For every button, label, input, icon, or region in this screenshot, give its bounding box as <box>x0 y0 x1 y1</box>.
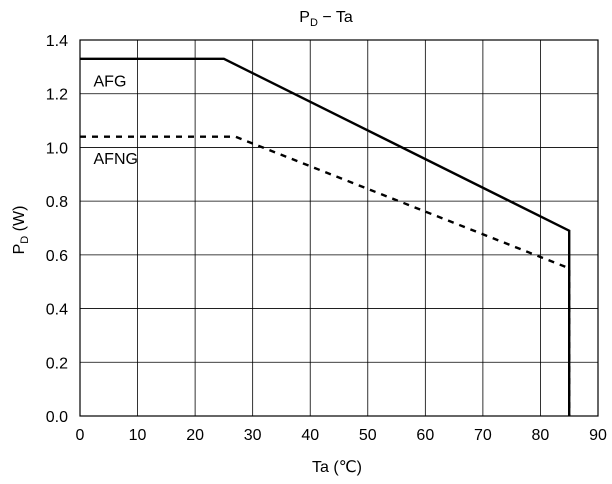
y-axis-label: PD (W) <box>11 206 31 255</box>
x-tick-label: 60 <box>416 427 434 444</box>
x-tick-label: 0 <box>76 427 85 444</box>
y-tick-label: 1.4 <box>46 33 68 50</box>
y-axis-label-main: P <box>11 244 28 255</box>
plot-frame <box>79 39 599 417</box>
y-tick-label: 0.8 <box>46 194 68 211</box>
chart-title-subscript: D <box>310 17 318 29</box>
x-tick-label: 50 <box>359 427 377 444</box>
x-axis-label: Ta (℃) <box>312 459 362 476</box>
x-tick-label: 70 <box>474 427 492 444</box>
y-tick-label: 0.0 <box>46 409 68 426</box>
series-group <box>80 57 571 416</box>
y-tick-label: 1.2 <box>46 87 68 104</box>
y-tick-label: 0.4 <box>46 302 68 319</box>
annotations: AFG AFNG <box>94 73 138 168</box>
chart-title-suffix: − Ta <box>318 9 353 26</box>
y-tick-labels: 0.0 0.2 0.4 0.6 0.8 1.0 1.2 1.4 <box>46 33 68 426</box>
y-tick-label: 1.0 <box>46 140 68 157</box>
chart-title-main: P <box>299 9 310 26</box>
y-axis-label-subscript: D <box>19 236 31 244</box>
x-tick-labels: 0 10 20 30 40 50 60 70 80 90 <box>76 427 607 444</box>
series-line-afng <box>80 135 571 416</box>
y-tick-label: 0.6 <box>46 248 68 265</box>
x-tick-label: 40 <box>301 427 319 444</box>
x-tick-label: 90 <box>589 427 607 444</box>
y-axis-label-suffix: (W) <box>11 206 28 236</box>
x-tick-label: 10 <box>129 427 147 444</box>
y-tick-label: 0.2 <box>46 355 68 372</box>
chart-title: PD − Ta <box>299 9 353 29</box>
x-tick-label: 30 <box>244 427 262 444</box>
series-annotation: AFG <box>94 73 127 90</box>
x-tick-label: 20 <box>186 427 204 444</box>
series-annotation: AFNG <box>94 151 138 168</box>
x-tick-label: 80 <box>532 427 550 444</box>
grid <box>79 39 599 417</box>
